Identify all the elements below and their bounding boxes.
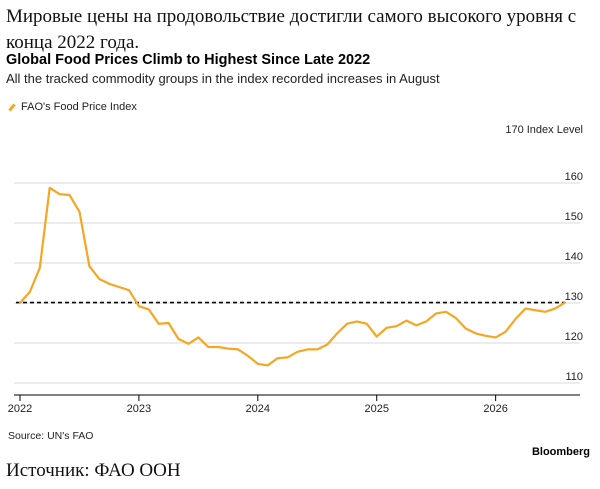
y-tick-label: 140 [565,251,583,263]
y-tick-label: 130 [565,291,583,303]
chart-subtitle: All the tracked commodity groups in the … [6,71,440,86]
y-tick-label: 110 [565,371,583,383]
y-tick-label: 150 [565,211,583,223]
series-line-food-price-index [18,186,567,367]
x-tick-label: 2025 [364,403,388,415]
source-note: Source: UN's FAO [8,430,94,442]
x-tick-label: 2024 [246,403,270,415]
x-tick-label: 2022 [8,403,32,415]
chart-title: Global Food Prices Climb to Highest Sinc… [6,52,371,68]
y-axis-labels: 110 120 130 140 150 160 170 Index Level [505,124,583,383]
x-tick-label: 2026 [483,403,507,415]
legend-label: FAO's Food Price Index [21,101,137,113]
x-axis: 2022 2023 2024 2025 2026 [8,394,580,415]
y-tick-label: 120 [565,331,583,343]
series-lines [18,186,567,367]
bloomberg-logo: Bloomberg [531,446,590,458]
y-tick-label: 160 [565,171,583,183]
y-tick-label: 170 Index Level [505,124,583,136]
article-headline: Мировые цены на продовольствие достигли … [6,6,577,53]
chart-legend: FAO's Food Price Index [8,101,137,113]
x-tick-label: 2023 [127,403,151,415]
article-source: Источник: ФАО ООН [6,460,181,481]
